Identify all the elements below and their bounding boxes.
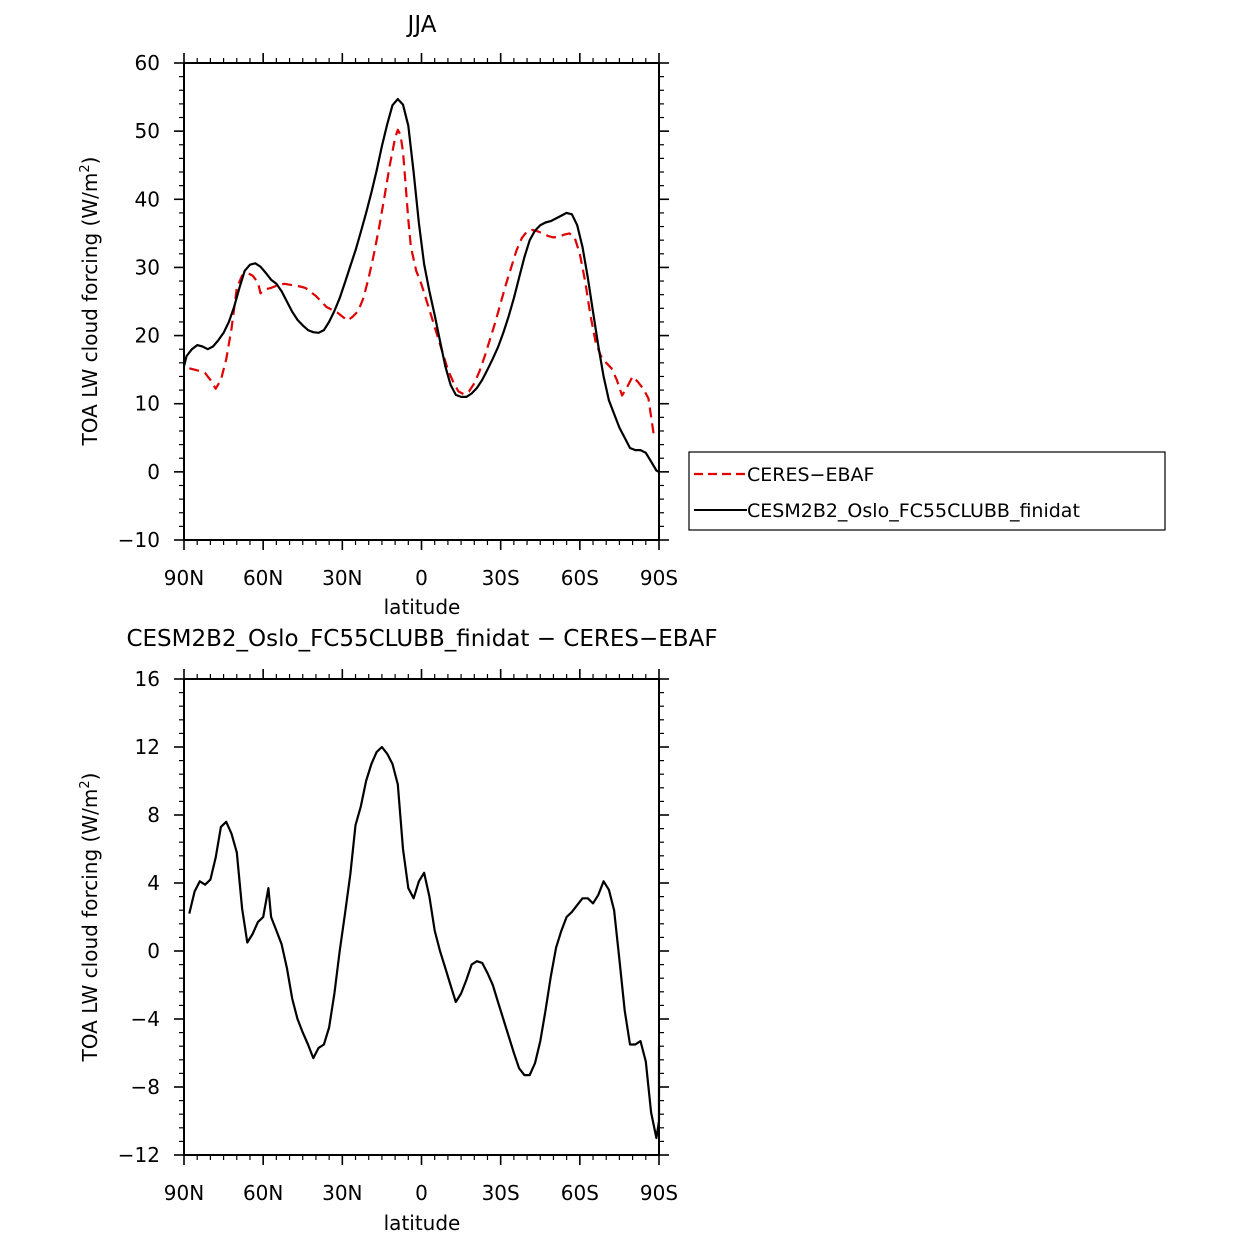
bottom-y-tick-label: −4 bbox=[131, 1007, 160, 1031]
top-x-tick-label: 30S bbox=[482, 566, 520, 590]
legend-label-ceres: CERES−EBAF bbox=[747, 464, 874, 486]
bottom-chart-title: CESM2B2_Oslo_FC55CLUBB_finidat − CERES−E… bbox=[126, 626, 717, 652]
top-x-tick-label: 60N bbox=[243, 566, 283, 590]
bottom-y-tick-label: 4 bbox=[147, 871, 160, 895]
bottom-y-tick-label: 12 bbox=[135, 735, 160, 759]
top-y-tick-label: 60 bbox=[135, 51, 160, 75]
top-series-lines bbox=[182, 97, 660, 473]
bottom-y-tick-label: 0 bbox=[147, 939, 160, 963]
top-x-tick-label: 90S bbox=[640, 566, 678, 590]
bottom-x-tick-label: 0 bbox=[415, 1181, 428, 1205]
top-y-tick-label: 10 bbox=[135, 392, 160, 416]
bottom-y-tick-label: 8 bbox=[147, 803, 160, 827]
top-chart-title: JJA bbox=[406, 12, 437, 38]
top-y-ticks: −10 0 10 20 30 40 50 60 bbox=[118, 51, 669, 552]
bottom-y-tick-label: −12 bbox=[118, 1143, 160, 1167]
top-y-tick-label: −10 bbox=[118, 528, 160, 552]
bottom-x-tick-label: 60S bbox=[561, 1181, 599, 1205]
legend: CERES−EBAF CESM2B2_Oslo_FC55CLUBB_finida… bbox=[688, 451, 1166, 531]
bottom-panel: CESM2B2_Oslo_FC55CLUBB_finidat − CERES−E… bbox=[78, 626, 718, 1235]
bottom-y-ticks: −12 −8 −4 0 4 8 12 16 bbox=[118, 667, 669, 1167]
top-panel: JJA −10 0 10 20 30 40 50 60 90N 60N 30N 0 30S 60S 90S… bbox=[78, 12, 1166, 619]
top-x-axis-label: latitude bbox=[384, 595, 461, 619]
bottom-x-ticks: 90N 60N 30N 0 30S 60S 90S bbox=[164, 669, 678, 1205]
top-y-tick-label: 40 bbox=[135, 187, 160, 211]
bottom-series-lines bbox=[188, 745, 661, 1140]
top-y-tick-label: 20 bbox=[135, 324, 160, 348]
top-y-tick-label: 0 bbox=[147, 460, 160, 484]
legend-box bbox=[688, 451, 1166, 531]
legend-label-cesm: CESM2B2_Oslo_FC55CLUBB_finidat bbox=[747, 500, 1080, 522]
bottom-x-tick-label: 90S bbox=[640, 1181, 678, 1205]
bottom-x-tick-label: 60N bbox=[243, 1181, 283, 1205]
top-x-tick-label: 90N bbox=[164, 566, 204, 590]
bottom-y-tick-label: 16 bbox=[135, 667, 160, 691]
top-y-tick-label: 30 bbox=[135, 255, 160, 279]
bottom-x-tick-label: 30S bbox=[482, 1181, 520, 1205]
top-x-ticks: 90N 60N 30N 0 30S 60S 90S bbox=[164, 53, 678, 590]
top-x-tick-label: 30N bbox=[322, 566, 362, 590]
bottom-y-tick-label: −8 bbox=[131, 1075, 160, 1099]
top-series-line-cesm bbox=[182, 97, 660, 473]
bottom-x-axis-label: latitude bbox=[384, 1211, 461, 1235]
top-series-line-ceres bbox=[189, 128, 655, 435]
bottom-series-line-difference bbox=[188, 745, 661, 1140]
top-x-tick-label: 60S bbox=[561, 566, 599, 590]
bottom-y-axis-label: TOA LW cloud forcing (W/m2) bbox=[78, 773, 102, 1063]
bottom-x-tick-label: 90N bbox=[164, 1181, 204, 1205]
top-y-tick-label: 50 bbox=[135, 119, 160, 143]
bottom-x-tick-label: 30N bbox=[322, 1181, 362, 1205]
top-x-tick-label: 0 bbox=[415, 566, 428, 590]
top-y-axis-label: TOA LW cloud forcing (W/m2) bbox=[78, 157, 102, 447]
bottom-plot-frame bbox=[183, 678, 660, 1156]
